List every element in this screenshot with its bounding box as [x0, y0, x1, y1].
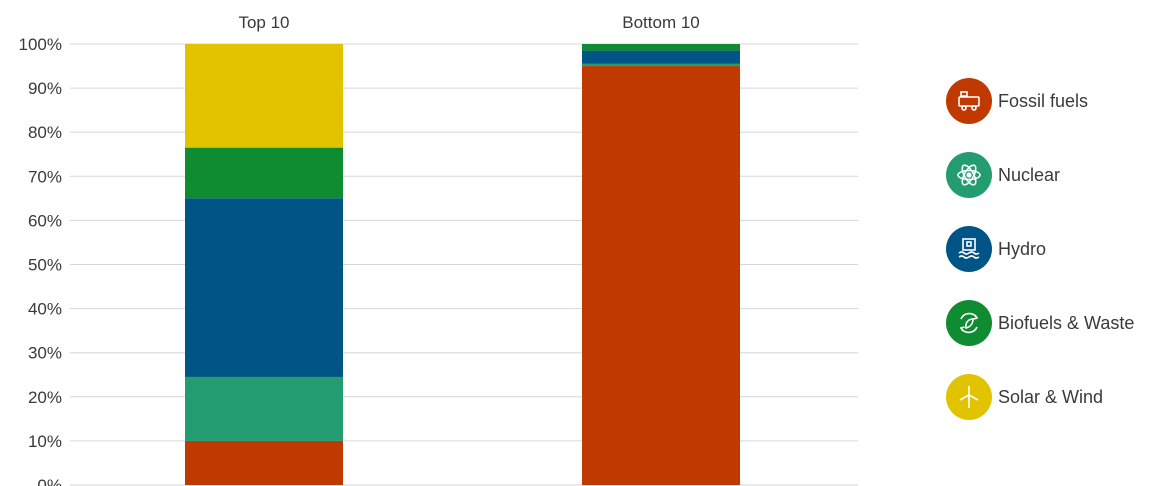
y-tick-label: 50% [28, 256, 62, 275]
y-tick-label: 80% [28, 123, 62, 142]
y-tick-label: 70% [28, 167, 62, 186]
legend-item-biofuels-waste: Biofuels & Waste [946, 300, 1134, 346]
y-tick-label: 10% [28, 432, 62, 451]
y-tick-label: 60% [28, 211, 62, 230]
bar-segment [582, 44, 740, 51]
bar-segment [582, 66, 740, 486]
legend-item-fossil-fuels: Fossil fuels [946, 78, 1088, 124]
y-tick-label: 20% [28, 388, 62, 407]
y-tick-label: 100% [19, 35, 62, 54]
legend-label: Solar & Wind [998, 386, 1104, 407]
bar-segment [185, 198, 343, 377]
fuel-truck-icon [946, 78, 992, 124]
bars [185, 44, 740, 486]
wind-turbine-icon [946, 374, 992, 420]
category-label: Bottom 10 [622, 13, 700, 32]
bar-segment [582, 50, 740, 64]
y-tick-label: 90% [28, 79, 62, 98]
legend-item-hydro: Hydro [946, 226, 1046, 272]
leaf-recycle-icon [946, 300, 992, 346]
bar-segment [185, 147, 343, 199]
y-tick-label: 40% [28, 300, 62, 319]
axis-labels: 0% 10% 20% 30% 40% 50% 60% 70% 80% 90% 100% Top 10 B… [19, 13, 700, 486]
legend-item-nuclear: Nuclear [946, 152, 1060, 198]
y-tick-label: 30% [28, 344, 62, 363]
hydro-dam-icon [946, 226, 992, 272]
atom-icon [946, 152, 992, 198]
bar-segment [185, 440, 343, 485]
bar-segment [185, 376, 343, 441]
y-tick-label: 0% [37, 476, 62, 486]
legend-label: Hydro [998, 238, 1047, 259]
legend-label: Biofuels & Waste [998, 312, 1135, 333]
legend-item-solar-wind: Solar & Wind [946, 374, 1103, 420]
bar-segment [582, 63, 740, 67]
bar-segment [185, 44, 343, 148]
category-label: Top 10 [238, 13, 289, 32]
legend-label: Nuclear [998, 164, 1061, 185]
legend-label: Fossil fuels [998, 90, 1089, 111]
